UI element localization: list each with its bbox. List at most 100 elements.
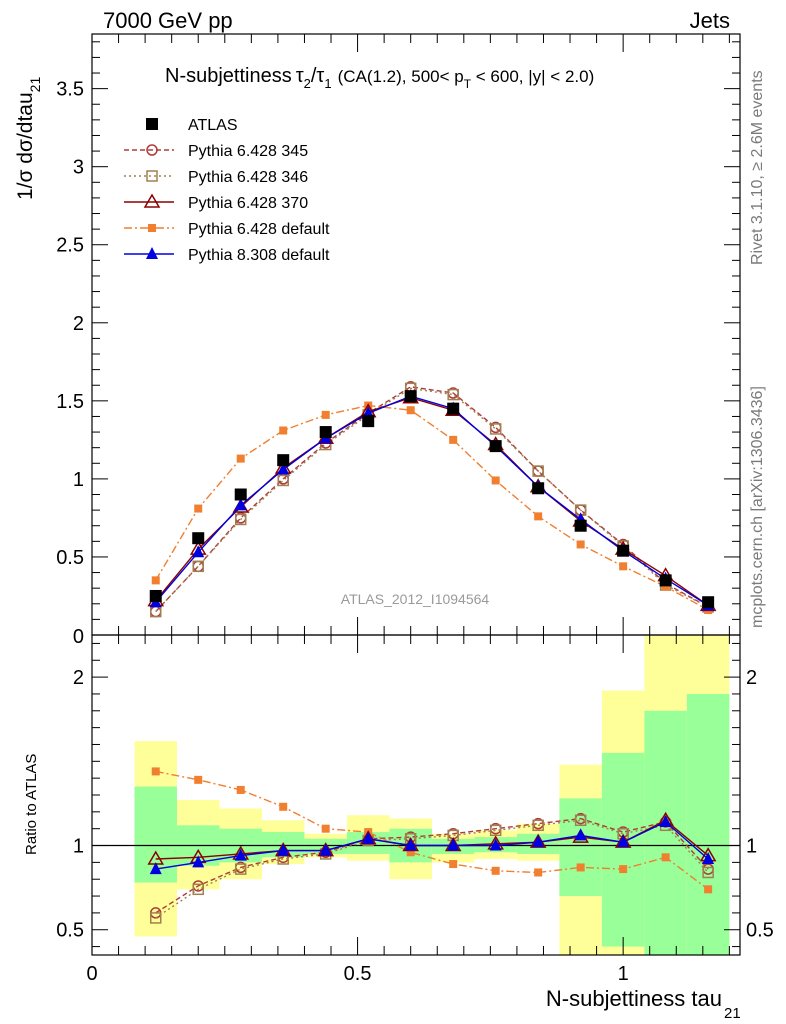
ratio-line-p8 <box>155 821 709 870</box>
ratio-ytick-label-right: 2 <box>746 667 757 689</box>
plot-title: N-subjettiness τ2/τ1 (CA(1.2), 500< pT < 6… <box>165 65 594 91</box>
main-point-data <box>659 574 672 587</box>
xlabel-sub: 21 <box>724 1005 741 1022</box>
main-point-pdef <box>321 410 330 419</box>
main-ylabel: 1/σ dσ/dtau21 <box>14 77 43 200</box>
ratio-point-pdef <box>491 866 500 875</box>
main-point-pdef <box>661 582 670 591</box>
plot-title-tau2: τ <box>296 65 304 87</box>
main-point-pdef <box>491 476 500 485</box>
ratio-point-pdef <box>279 802 288 811</box>
legend-entry-pdef: Pythia 6.428 default <box>124 221 330 238</box>
main-ytick-label-zero: 0 <box>73 626 84 648</box>
main-point-pdef <box>619 562 628 571</box>
main-point-p346 <box>489 423 502 435</box>
ratio-ylabel: Ratio to ATLAS <box>23 754 40 855</box>
ratio-point-p8 <box>149 862 162 875</box>
ratio-point-p346 <box>234 863 247 875</box>
mcplots-label: mcplots.cern.ch [arXiv:1306.3436] <box>749 386 766 628</box>
main-point-data <box>192 532 205 545</box>
main-ylabel-sub: 21 <box>27 77 43 93</box>
ratio-line-p346 <box>155 819 709 919</box>
legend-entry-p346: Pythia 6.428 346 <box>124 169 308 186</box>
plot-title-sub2: 2 <box>304 76 311 91</box>
axes: 0.511.522.533.500 0.5 10.5 0.51 12 2 <box>56 33 774 985</box>
legend: ATLAS Pythia 6.428 345 Pythia 6.428 346 Pyt… <box>124 117 330 264</box>
ratio-ytick-label-left: 2 <box>73 667 84 689</box>
main-point-pdef <box>194 504 203 513</box>
plot-title-detail-end: < 600, |y| < 2.0) <box>471 67 594 86</box>
main-point-data <box>362 415 375 428</box>
main-ytick-label: 1.5 <box>56 391 84 413</box>
ratio-series-p8 <box>149 814 715 875</box>
legend-label-data: ATLAS <box>188 117 238 134</box>
legend-marker-pdef <box>148 224 156 232</box>
ratio-line-pdef <box>155 770 709 890</box>
main-point-pdef <box>151 576 160 585</box>
ratio-point-pdef <box>321 824 330 833</box>
main-point-p346 <box>192 560 204 573</box>
main-point-data <box>489 440 502 453</box>
main-point-data <box>277 454 290 467</box>
main-ytick-label: 3 <box>73 157 84 179</box>
ratio-point-p8 <box>362 831 375 844</box>
ratio-ytick-label-right: 0.5 <box>746 920 774 942</box>
main-point-data <box>574 519 587 532</box>
main-line-p8 <box>155 395 709 606</box>
main-point-data <box>234 488 247 501</box>
ratio-point-pdef <box>576 863 585 872</box>
plot-title-detail: (CA(1.2), 500< p <box>338 67 464 86</box>
band-green <box>601 752 645 947</box>
ratio-point-p8 <box>659 814 672 827</box>
legend-entry-p8: Pythia 8.308 default <box>124 247 330 264</box>
ratio-xtick-label: 0.5 <box>344 963 372 985</box>
ratio-point-p346 <box>192 883 204 896</box>
ratio-point-p346 <box>532 819 544 832</box>
main-series-p8 <box>149 389 715 611</box>
main-plot <box>147 381 717 618</box>
plot-title-sub-t: T <box>464 77 472 91</box>
ratio-point-pdef <box>661 853 670 862</box>
main-point-p8 <box>234 498 247 511</box>
legend-label-p370: Pythia 6.428 370 <box>188 195 308 212</box>
ratio-ytick-label-left: 1 <box>73 836 84 858</box>
legend-marker-data <box>146 118 158 130</box>
plot-title-slash: /τ <box>311 65 325 87</box>
rivet-label: Rivet 3.1.10, ≥ 2.6M events <box>749 70 766 265</box>
ratio-point-p346 <box>574 814 587 827</box>
ratio-plot <box>92 767 740 924</box>
legend-label-pdef: Pythia 6.428 default <box>188 221 330 238</box>
ratio-xtick-label: 1 <box>618 963 629 985</box>
ratio-point-p8 <box>277 843 290 856</box>
main-point-p346 <box>532 465 544 477</box>
main-ytick-label: 3.5 <box>56 79 84 101</box>
ratio-xtick-label: 0 <box>86 963 97 985</box>
legend-label-p345: Pythia 6.428 345 <box>188 143 308 160</box>
ratio-point-pdef <box>704 885 713 894</box>
ratio-point-p8 <box>532 835 545 848</box>
ratio-point-p346 <box>702 866 714 879</box>
ratio-point-p8 <box>489 838 502 851</box>
main-point-pdef <box>449 435 458 444</box>
ratio-uncertainty-bands <box>134 635 730 955</box>
legend-label-p8: Pythia 8.308 default <box>188 247 330 264</box>
ratio-point-p8 <box>192 855 205 868</box>
ratio-point-p8 <box>404 838 417 851</box>
ratio-ytick-label-right: 1 <box>746 836 757 858</box>
main-point-pdef <box>534 512 543 521</box>
main-point-data <box>149 589 162 602</box>
xlabel-text: N-subjettiness tau <box>546 986 722 1011</box>
main-point-pdef <box>406 406 415 415</box>
main-point-p346 <box>447 388 459 401</box>
ratio-point-pdef <box>194 775 203 784</box>
main-point-data <box>532 482 545 495</box>
ratio-point-p8 <box>234 848 247 861</box>
header-right: Jets <box>690 8 730 33</box>
main-ytick-label: 1 <box>73 469 84 491</box>
main-ylabel-text: 1/σ dσ/dtau <box>14 92 37 200</box>
main-point-p8 <box>192 545 205 558</box>
legend-marker-p346 <box>146 170 158 182</box>
ratio-point-p8 <box>617 835 630 848</box>
xlabel: N-subjettiness tau <box>546 986 722 1011</box>
